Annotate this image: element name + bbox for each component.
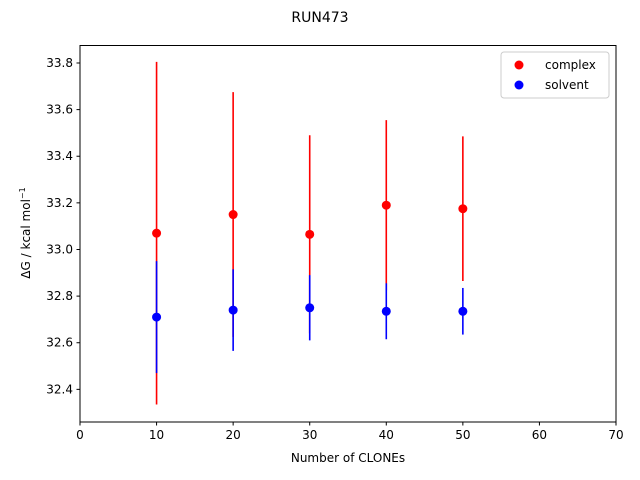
y-tick-label: 33.8	[46, 56, 73, 70]
complex-point	[381, 200, 391, 210]
plot-frame	[79, 45, 617, 423]
y-axis-ticks: 32.4 32.6 32.8 33.0 33.2 33.4 33.6 33.8	[46, 56, 80, 396]
complex-point	[228, 210, 238, 220]
y-axis-label: ΔG / kcal mol−1	[18, 187, 33, 278]
y-axis-label-main: ΔG / kcal mol	[19, 199, 33, 279]
solvent-point	[228, 305, 238, 315]
legend-label-complex: complex	[545, 58, 596, 72]
x-tick-label: 0	[76, 428, 84, 442]
x-axis-ticks: 0 10 20 30 40 50 60 70	[76, 422, 624, 442]
legend-marker-complex	[514, 60, 524, 70]
legend-box	[500, 51, 610, 99]
complex-point	[152, 228, 162, 238]
y-tick-label: 33.0	[46, 242, 73, 256]
y-tick-label: 32.8	[46, 289, 73, 303]
x-tick-label: 10	[149, 428, 164, 442]
x-tick-label: 50	[455, 428, 470, 442]
series-complex	[152, 61, 468, 405]
x-tick-label: 20	[226, 428, 241, 442]
x-tick-label: 60	[532, 428, 547, 442]
complex-point	[305, 229, 315, 239]
y-tick-label: 33.6	[46, 103, 73, 117]
chart-title: RUN473	[291, 10, 348, 26]
x-tick-label: 30	[302, 428, 317, 442]
y-axis-label-superscript: −1	[18, 187, 27, 199]
legend: complex solvent	[500, 51, 610, 99]
y-tick-label: 33.2	[46, 196, 73, 210]
solvent-point	[305, 303, 315, 313]
y-tick-label: 32.6	[46, 336, 73, 350]
series-solvent	[152, 261, 468, 374]
x-tick-label: 40	[379, 428, 394, 442]
y-tick-label: 33.4	[46, 149, 73, 163]
legend-marker-solvent	[514, 80, 524, 90]
solvent-point	[458, 306, 468, 316]
y-tick-label: 32.4	[46, 382, 73, 396]
solvent-point	[381, 306, 391, 316]
legend-label-solvent: solvent	[545, 78, 589, 92]
solvent-point	[152, 312, 162, 322]
complex-point	[458, 204, 468, 214]
x-axis-label: Number of CLONEs	[291, 451, 405, 465]
x-tick-label: 70	[608, 428, 623, 442]
plot-layer	[152, 61, 468, 405]
